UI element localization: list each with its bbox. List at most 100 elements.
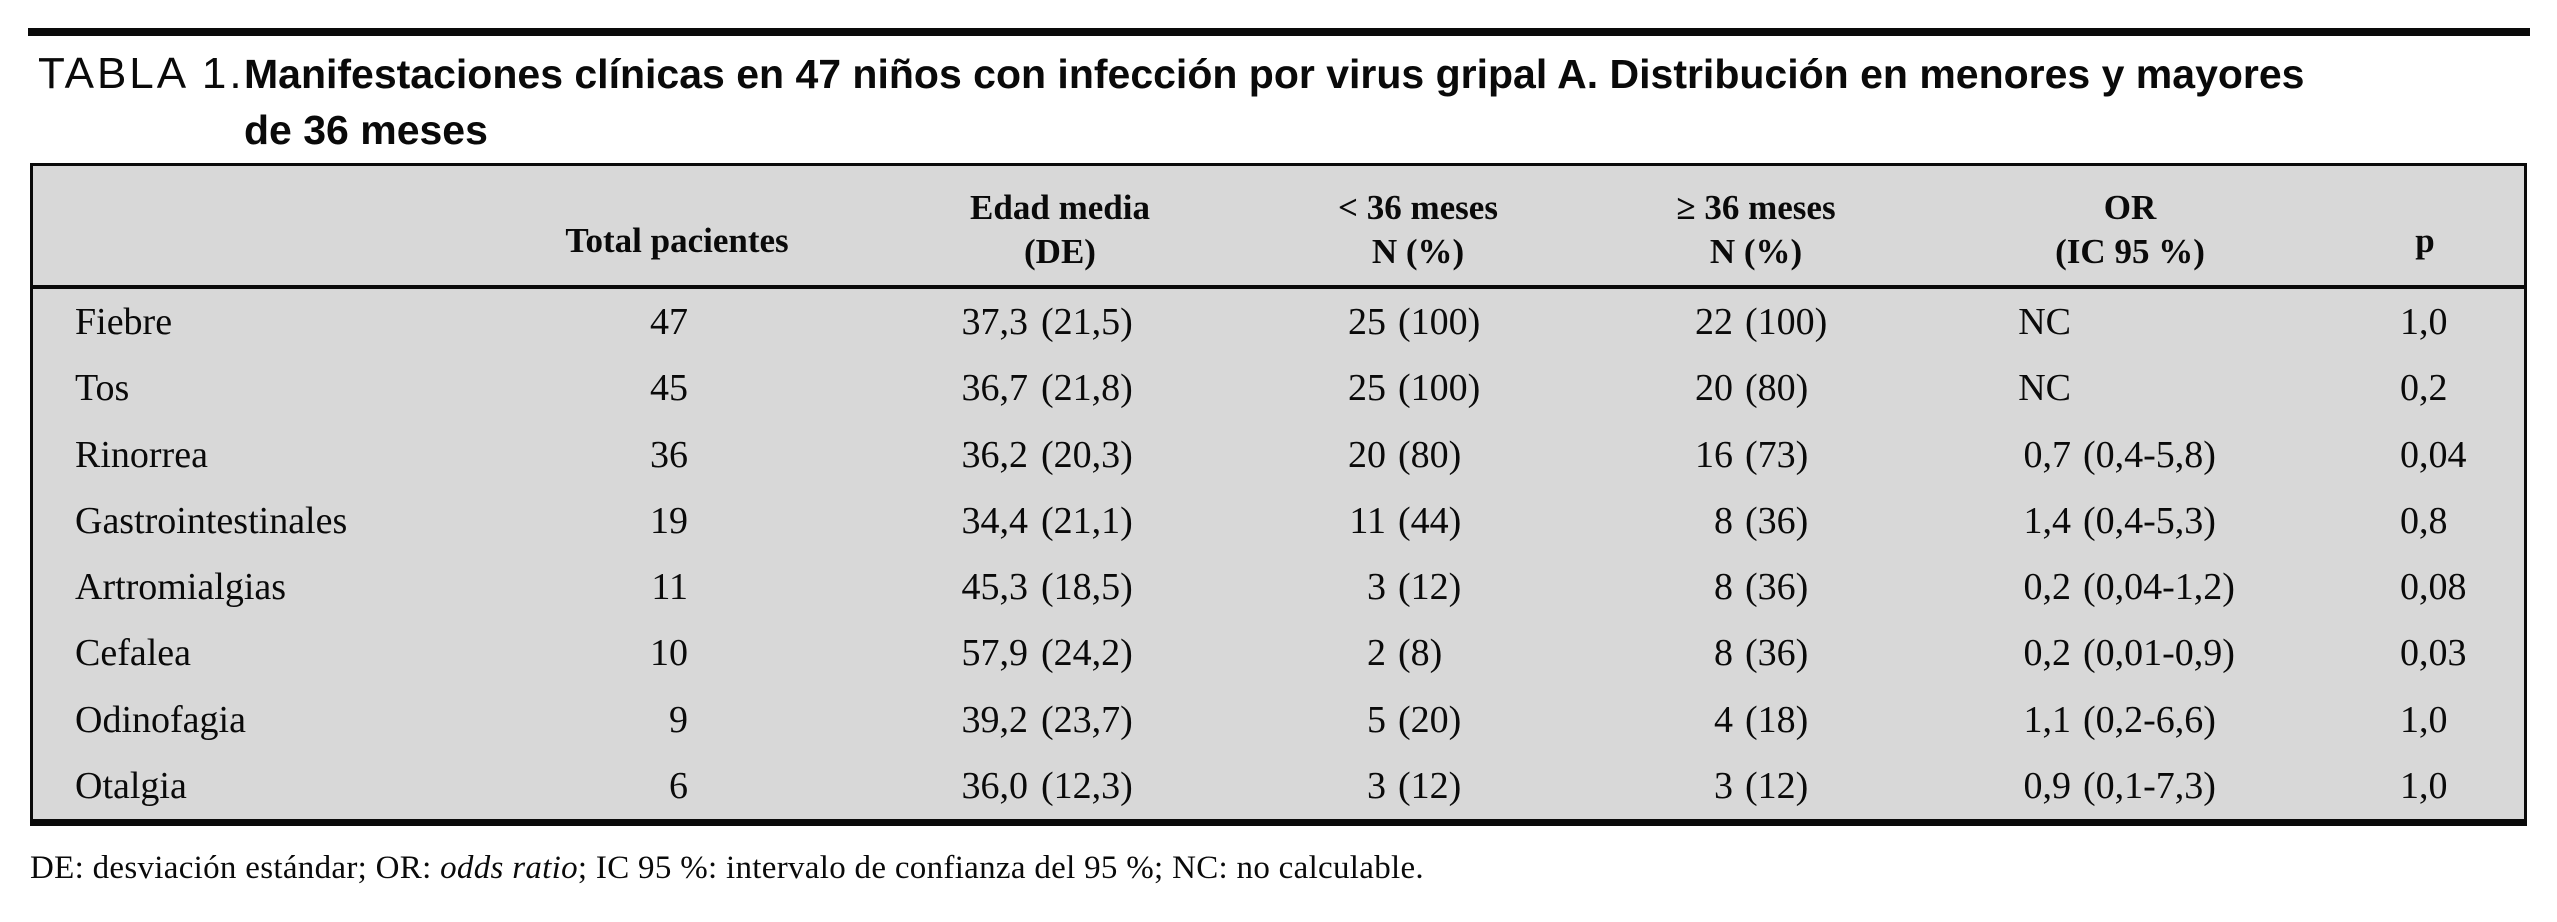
cell-or-n: 1,1 [2023,698,2072,741]
cell-edad-n: 37,3 [961,301,1029,344]
cell-or-ci: (0,4-5,8) [2083,433,2216,476]
cell-edad-de: (12,3) [1041,764,1133,807]
cell-total: 19 [650,499,688,542]
header-menores-36-meses-line1: < 36 meses [1338,187,1498,227]
table-title-line1: Manifestaciones clínicas en 47 niños con… [244,51,2305,97]
cell-edad-de: (24,2) [1041,632,1133,675]
cell-p: 1,0 [2400,764,2448,807]
cell-ge36-pct: (100) [1745,301,1828,344]
header-mayores-36-meses-line1: ≥ 36 meses [1676,187,1836,227]
header-mayores-36-meses-line2: N (%) [1709,231,1803,271]
cell-ge36-pct: (18) [1745,698,1809,741]
cell-p: 0,8 [2400,499,2448,542]
table-row-cefalea: Cefalea 10 57,9 (24,2) 2 (8) 8 (36) 0,2 … [33,620,2524,686]
row-label: Fiebre [75,301,173,344]
cell-edad-n: 36,7 [961,367,1029,410]
cell-total: 11 [651,566,688,609]
cell-ge36-pct: (80) [1745,367,1809,410]
cell-lt36-n: 25 [1348,367,1386,410]
table-title-line2: de 36 meses [244,107,488,153]
cell-edad-de: (21,1) [1041,499,1133,542]
cell-ge36-n: 8 [1714,632,1733,675]
cell-lt36-pct: (8) [1398,632,1443,675]
table-body: Fiebre 47 37,3 (21,5) 25 (100) 22 (100) … [33,289,2524,819]
header-total-pacientes: Total pacientes [477,166,877,285]
cell-lt36-n: 3 [1367,566,1386,609]
row-label: Tos [75,367,130,410]
cell-total: 9 [669,698,688,741]
row-label: Artromialgias [75,566,287,609]
cell-ge36-n: 4 [1714,698,1733,741]
table-row-artromialgias: Artromialgias 11 45,3 (18,5) 3 (12) 8 (3… [33,554,2524,620]
cell-edad-n: 36,0 [961,764,1029,807]
cell-lt36-pct: (20) [1398,698,1462,741]
cell-lt36-pct: (100) [1398,367,1481,410]
top-rule [28,28,2530,36]
cell-edad-de: (21,5) [1041,301,1133,344]
table-title: Manifestaciones clínicas en 47 niños con… [244,46,2304,158]
cell-or-n: 1,4 [2023,499,2072,542]
cell-lt36-n: 5 [1367,698,1386,741]
table-row-tos: Tos 45 36,7 (21,8) 25 (100) 20 (80) NC 0… [33,355,2524,421]
cell-or-ci: (0,4-5,3) [2083,499,2216,542]
header-or-line1: OR [2103,187,2157,227]
header-p-value: p [2330,166,2520,285]
table-row-otalgia: Otalgia 6 36,0 (12,3) 3 (12) 3 (12) 0,9 … [33,753,2524,819]
row-label: Gastrointestinales [75,499,348,542]
cell-ge36-pct: (36) [1745,566,1809,609]
cell-or-ci: (0,04-1,2) [2083,566,2235,609]
header-p-value-text: p [2415,220,2435,260]
row-label: Odinofagia [75,698,246,741]
table-row-gastrointestinales: Gastrointestinales 19 34,4 (21,1) 11 (44… [33,488,2524,554]
cell-or-n: 0,9 [2023,764,2072,807]
cell-total: 45 [650,367,688,410]
header-total-pacientes-text: Total pacientes [565,220,789,260]
cell-ge36-n: 8 [1714,566,1733,609]
row-label: Otalgia [75,764,187,807]
cell-ge36-n: 16 [1695,433,1733,476]
cell-ge36-n: 20 [1695,367,1733,410]
clinical-manifestations-table: Total pacientes Edad media (DE) < 36 mes… [30,163,2527,826]
cell-ge36-n: 8 [1714,499,1733,542]
cell-or-n: 0,2 [2023,632,2072,675]
cell-or-n: NC [2018,301,2071,344]
cell-edad-de: (23,7) [1041,698,1133,741]
cell-total: 6 [669,764,688,807]
footnote-post: ; IC 95 %: intervalo de confianza del 95… [577,850,1424,886]
cell-or-ci: (0,2-6,6) [2083,698,2216,741]
row-label: Cefalea [75,632,192,675]
cell-ge36-pct: (36) [1745,632,1809,675]
cell-p: 1,0 [2400,301,2448,344]
table-caption: TABLA 1. Manifestaciones clínicas en 47 … [38,46,2304,158]
cell-or-ci: (0,1-7,3) [2083,764,2216,807]
cell-p: 1,0 [2400,698,2448,741]
cell-lt36-pct: (100) [1398,301,1481,344]
cell-ge36-n: 3 [1714,764,1733,807]
cell-ge36-n: 22 [1695,301,1733,344]
cell-or-ci: (0,01-0,9) [2083,632,2235,675]
cell-edad-de: (18,5) [1041,566,1133,609]
cell-total: 36 [650,433,688,476]
header-edad-media-line2: (DE) [1024,231,1096,271]
header-menores-36-meses-line2: N (%) [1371,231,1465,271]
header-edad-media-line1: Edad media [970,187,1150,227]
table-row-rinorrea: Rinorrea 36 36,2 (20,3) 20 (80) 16 (73) … [33,422,2524,488]
cell-ge36-pct: (73) [1745,433,1809,476]
cell-lt36-n: 3 [1367,764,1386,807]
table-row-odinofagia: Odinofagia 9 39,2 (23,7) 5 (20) 4 (18) 1… [33,687,2524,753]
cell-lt36-pct: (12) [1398,566,1462,609]
header-mayores-36-meses: ≥ 36 meses N (%) [1556,166,1956,285]
cell-p: 0,08 [2400,566,2467,609]
cell-edad-n: 34,4 [961,499,1029,542]
header-edad-media: Edad media (DE) [860,166,1260,285]
cell-lt36-n: 20 [1348,433,1386,476]
cell-ge36-pct: (12) [1745,764,1809,807]
table-row-fiebre: Fiebre 47 37,3 (21,5) 25 (100) 22 (100) … [33,289,2524,355]
cell-or-n: NC [2018,367,2071,410]
cell-p: 0,04 [2400,433,2467,476]
cell-p: 0,2 [2400,367,2448,410]
cell-or-n: 0,2 [2023,566,2072,609]
cell-or-n: 0,7 [2023,433,2072,476]
cell-edad-de: (21,8) [1041,367,1133,410]
